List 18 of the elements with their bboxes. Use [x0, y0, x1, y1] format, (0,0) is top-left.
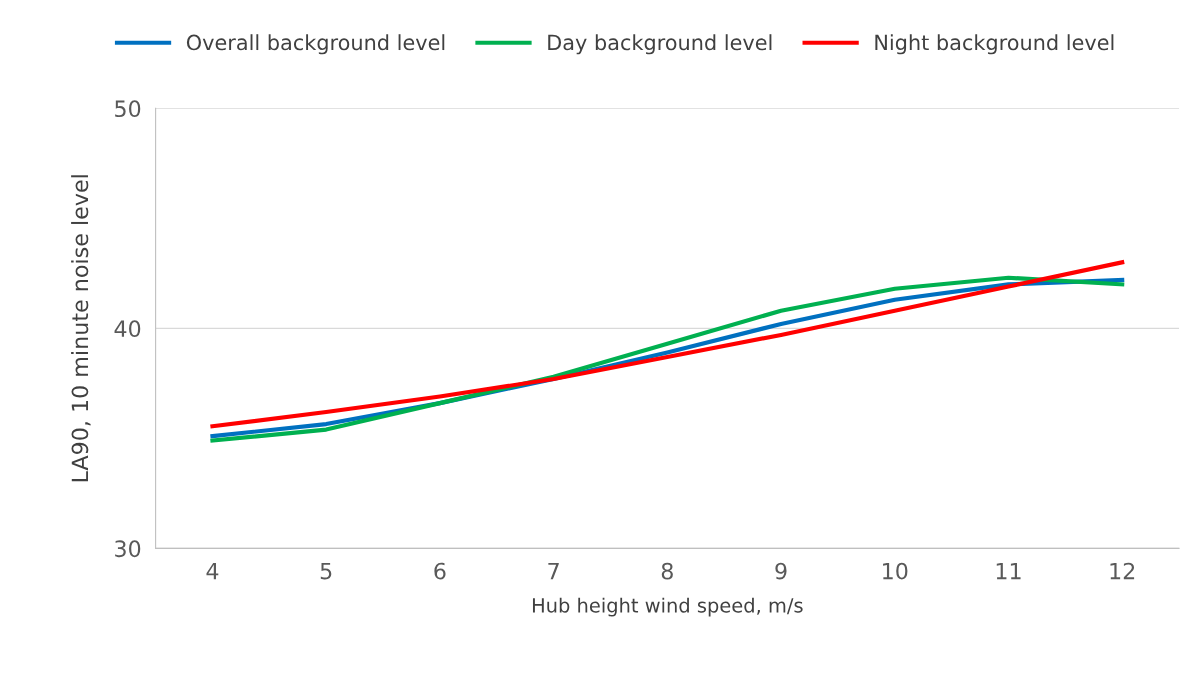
- legend-label: Night background level: [875, 34, 1114, 55]
- x-tick-label: 9: [775, 562, 787, 580]
- line-series: [210, 260, 1125, 429]
- x-axis-title: Hub height wind speed, m/s: [532, 597, 803, 617]
- x-tick-label: 4: [206, 562, 219, 580]
- x-tick-label: 6: [434, 562, 446, 580]
- legend-label: Day background level: [548, 34, 772, 55]
- legend-label: Overall background level: [186, 34, 445, 55]
- x-tick-label: 8: [661, 562, 673, 580]
- y-tick-label: 30: [115, 540, 141, 558]
- x-tick-label: 7: [548, 562, 559, 580]
- x-tick-label: 5: [320, 562, 332, 580]
- x-tick-label: 10: [883, 562, 908, 580]
- y-tick-label: 50: [115, 100, 141, 118]
- y-axis-title: LA90, 10 minute noise level: [71, 175, 91, 482]
- x-tick-label: 11: [996, 562, 1021, 580]
- y-tick-label: 40: [114, 320, 141, 338]
- x-tick-label: 12: [1110, 562, 1135, 580]
